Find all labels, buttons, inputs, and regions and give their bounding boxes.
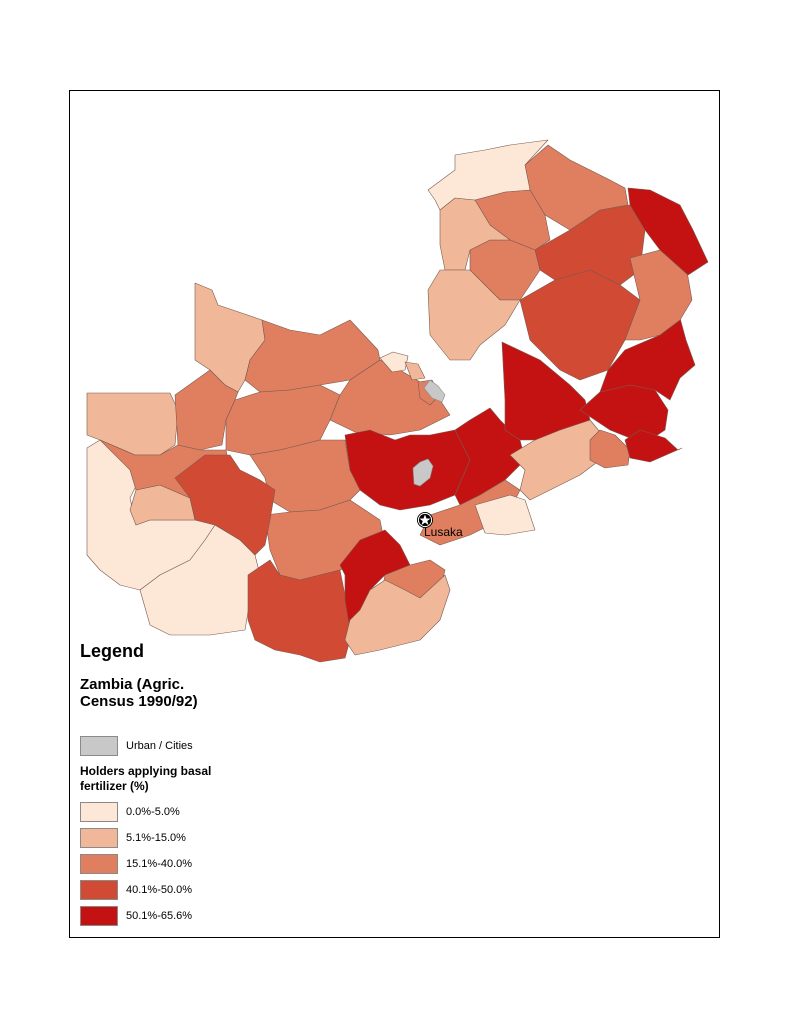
classification-title: Holders applying basal fertilizer (%) [80, 764, 212, 793]
legend-class-row: 5.1%-15.0% [80, 825, 192, 851]
district-region[interactable] [627, 187, 709, 276]
district-region[interactable] [501, 341, 591, 441]
class-label: 40.1%-50.0% [126, 884, 193, 896]
class-swatch [80, 802, 118, 822]
capital-marker[interactable] [417, 512, 433, 528]
layer-title: Zambia (Agric. Census 1990/92) [80, 676, 198, 710]
legend-class-row: 15.1%-40.0% [80, 851, 192, 877]
legend-title: Legend [80, 641, 145, 661]
district-region[interactable] [344, 429, 471, 511]
district-region[interactable] [599, 317, 696, 401]
capital-label: Lusaka [424, 525, 463, 539]
urban-area[interactable] [412, 458, 434, 487]
urban-area[interactable] [423, 379, 446, 403]
legend-class-row: 0.0%-5.0% [80, 799, 192, 825]
class-label: 15.1%-40.0% [126, 858, 193, 870]
district-region[interactable] [427, 139, 549, 211]
legend-urban-row: Urban / Cities [80, 736, 193, 756]
class-swatch [80, 828, 118, 848]
class-swatch [80, 880, 118, 900]
district-region[interactable] [454, 407, 526, 506]
class-label: 50.1%-65.6% [126, 910, 193, 922]
district-region[interactable] [174, 454, 276, 556]
district-region[interactable] [139, 524, 261, 636]
district-region[interactable] [427, 269, 521, 361]
class-label: 0.0%-5.0% [126, 806, 180, 818]
legend-class-list: 0.0%-5.0% 5.1%-15.0% 15.1%-40.0% 40.1%-5… [80, 799, 192, 929]
map-frame [69, 90, 720, 938]
star-in-circle-icon [419, 514, 431, 525]
legend-class-row: 40.1%-50.0% [80, 877, 192, 903]
class-swatch [80, 854, 118, 874]
district-region[interactable] [624, 429, 683, 463]
district-region[interactable] [589, 429, 631, 469]
legend-class-row: 50.1%-65.6% [80, 903, 192, 929]
district-region[interactable] [329, 359, 451, 436]
class-swatch [80, 906, 118, 926]
urban-swatch [80, 736, 118, 756]
class-label: 5.1%-15.0% [126, 832, 186, 844]
district-region[interactable] [404, 361, 426, 381]
urban-label: Urban / Cities [126, 740, 193, 752]
district-region[interactable] [344, 574, 451, 656]
district-region[interactable] [474, 494, 536, 536]
